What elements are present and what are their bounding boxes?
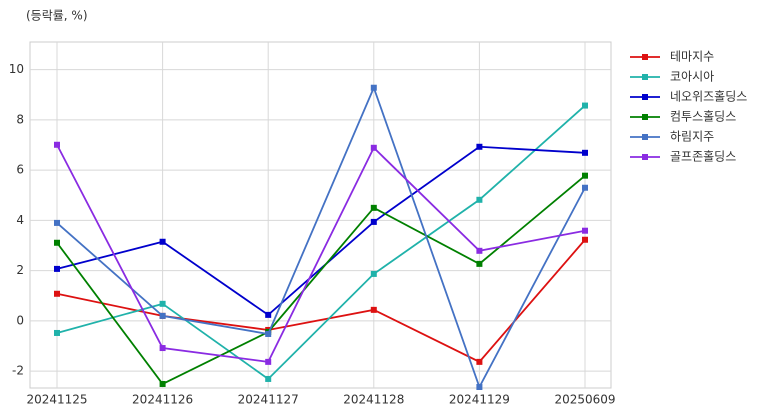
point-marker <box>159 312 166 319</box>
point-marker <box>54 290 60 297</box>
point-marker <box>265 330 272 337</box>
point-marker <box>370 144 377 151</box>
legend-marker <box>642 154 648 160</box>
series-line <box>56 144 586 363</box>
y-tick-label: 2 <box>16 263 24 277</box>
point-marker <box>265 375 272 382</box>
point-marker <box>476 358 483 365</box>
point-marker <box>476 383 483 390</box>
series-line <box>56 145 586 317</box>
point-marker <box>582 184 588 191</box>
point-marker <box>265 358 272 365</box>
point-marker <box>159 380 166 387</box>
point-marker <box>159 300 166 307</box>
point-marker <box>582 236 588 243</box>
point-marker <box>54 329 60 336</box>
point-marker <box>159 345 166 352</box>
point-marker <box>54 219 60 226</box>
y-tick-label: -2 <box>12 364 24 378</box>
series-line <box>56 174 586 386</box>
point-marker <box>476 143 483 150</box>
y-tick-label: 6 <box>16 163 24 177</box>
point-marker <box>370 204 377 211</box>
point-marker <box>370 84 377 91</box>
y-tick-label: 4 <box>16 213 24 227</box>
point-marker <box>582 149 588 156</box>
series-line <box>56 85 586 390</box>
legend-marker <box>642 94 648 100</box>
x-tick-label: 20241128 <box>343 393 404 407</box>
point-marker <box>159 238 166 245</box>
x-tick-label: 20241126 <box>132 393 193 407</box>
point-marker <box>582 227 588 234</box>
y-axis-label: (등락률, %) <box>26 9 88 23</box>
y-tick-label: 10 <box>9 62 24 76</box>
point-marker <box>370 218 377 225</box>
point-marker <box>476 247 483 254</box>
x-tick-label: 20241125 <box>26 393 87 407</box>
point-marker <box>370 270 377 277</box>
point-marker <box>476 260 483 267</box>
legend-marker <box>642 74 648 80</box>
legend-marker <box>642 54 648 60</box>
point-marker <box>54 239 60 246</box>
legend-label: 테마지수 <box>670 50 714 64</box>
point-marker <box>54 265 60 272</box>
x-tick-label: 20241127 <box>238 393 299 407</box>
point-marker <box>265 311 272 318</box>
x-tick-label: 20241129 <box>449 393 510 407</box>
point-marker <box>370 306 377 313</box>
y-tick-label: 0 <box>16 313 24 327</box>
point-marker <box>54 141 60 148</box>
legend-label: 하림지주 <box>670 130 714 144</box>
legend-label: 컴투스홀딩스 <box>670 110 736 124</box>
series-line <box>56 104 586 381</box>
point-marker <box>476 196 483 203</box>
plot-frame <box>29 41 612 389</box>
x-tick-label: 20250609 <box>554 393 615 407</box>
legend-label: 네오위즈홀딩스 <box>670 90 747 104</box>
legend-marker <box>642 134 648 140</box>
y-tick-label: 8 <box>16 112 24 126</box>
legend-marker <box>642 114 648 120</box>
point-marker <box>582 172 588 179</box>
legend-label: 골프존홀딩스 <box>670 150 736 164</box>
point-marker <box>582 102 588 109</box>
legend-label: 코아시아 <box>670 70 714 84</box>
series-line <box>56 239 586 363</box>
